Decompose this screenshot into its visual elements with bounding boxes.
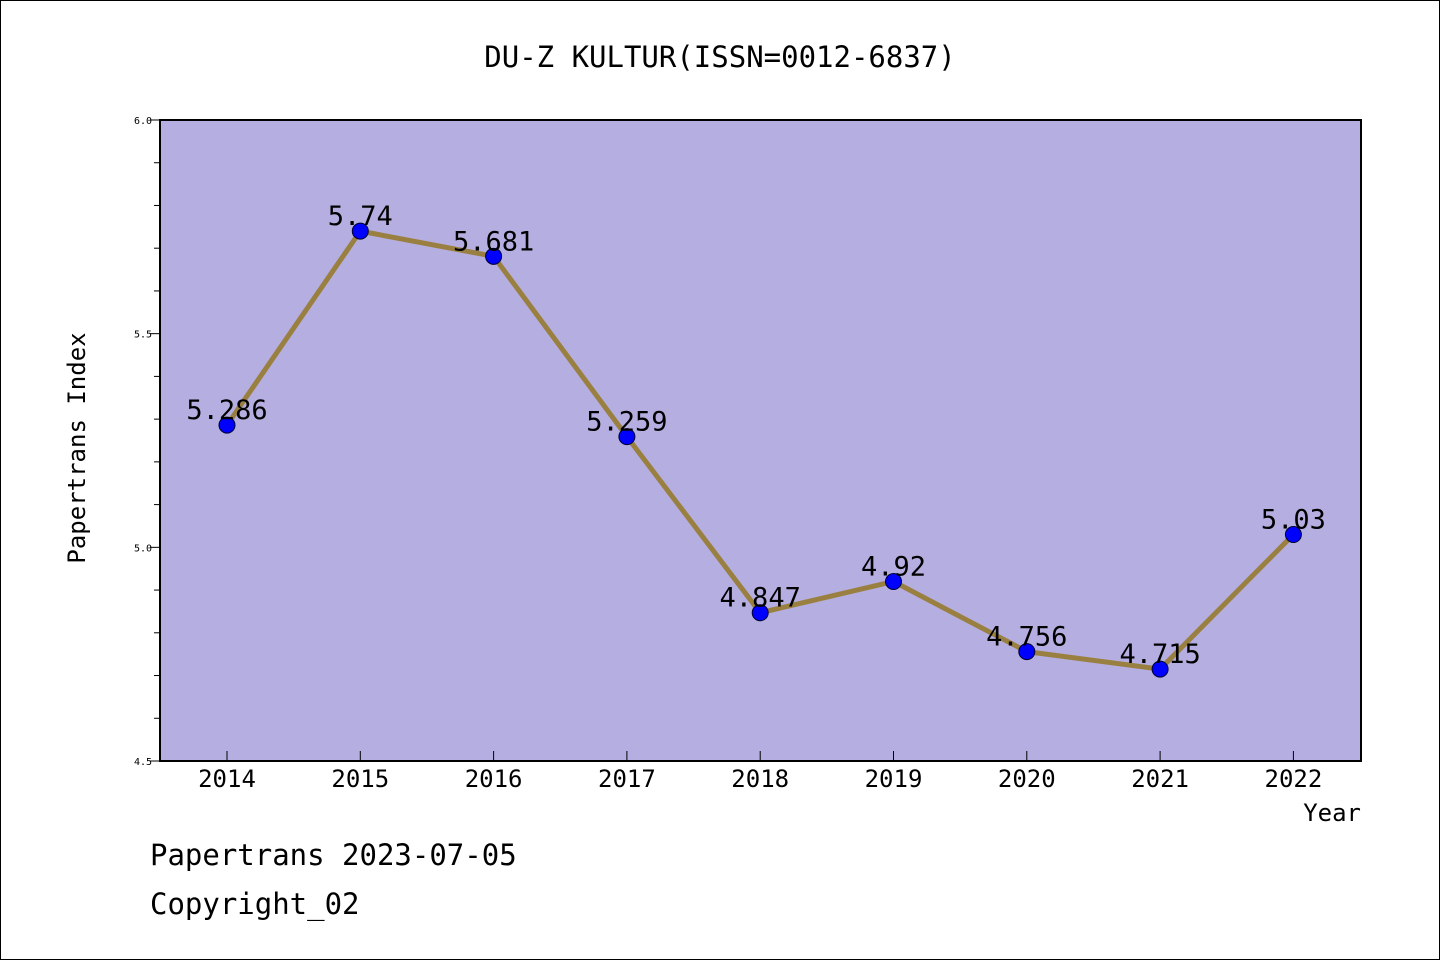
x-tick-label: 2019 [865, 765, 923, 793]
y-tick-label: 5.0 [134, 543, 152, 554]
data-labels: 5.286 5.74 5.681 5.259 4.847 4.92 4.756 4.715 5.… [186, 201, 1326, 670]
data-label: 4.715 [1119, 639, 1200, 670]
data-point [885, 573, 902, 591]
x-tick-label: 2017 [598, 765, 656, 793]
x-tick-label: 2020 [998, 765, 1056, 793]
x-axis-label: Year [1303, 799, 1361, 827]
y-axis: 4.5 5.0 5.5 6.0 [134, 116, 160, 768]
data-label: 4.756 [986, 622, 1067, 653]
data-label: 5.259 [586, 407, 667, 438]
chart-title: DU-Z KULTUR(ISSN=0012-6837) [484, 40, 955, 74]
data-label: 5.681 [453, 226, 534, 257]
x-tick-label: 2016 [465, 765, 523, 793]
x-tick-label: 2014 [198, 765, 256, 793]
data-point [351, 222, 369, 240]
data-point [1018, 643, 1036, 661]
data-label: 5.03 [1261, 505, 1326, 536]
data-point [1151, 660, 1169, 678]
data-point [751, 604, 769, 622]
x-tick-label: 2018 [731, 765, 789, 793]
y-tick-label: 5.5 [134, 330, 152, 341]
data-point [218, 416, 236, 434]
x-axis: 2014 2015 2016 2017 2018 2019 2020 2021 2022 [198, 751, 1322, 793]
y-axis-label: Papertrans Index [63, 332, 91, 563]
x-tick-label: 2022 [1265, 765, 1323, 793]
footer-copyright: Copyright_02 [150, 887, 360, 922]
data-label: 5.286 [186, 395, 267, 426]
x-tick-label: 2015 [331, 765, 389, 793]
data-label: 4.92 [861, 552, 926, 583]
data-point [485, 247, 503, 265]
y-tick-label: 6.0 [134, 116, 152, 127]
x-tick-label: 2021 [1131, 765, 1189, 793]
footer-date: Papertrans 2023-07-05 [150, 838, 517, 872]
y-tick-label: 4.5 [134, 757, 152, 768]
series-layer [218, 222, 1302, 678]
data-label: 4.847 [720, 583, 801, 614]
data-point [618, 428, 636, 446]
data-point [1284, 526, 1302, 544]
data-label: 5.74 [328, 201, 393, 232]
